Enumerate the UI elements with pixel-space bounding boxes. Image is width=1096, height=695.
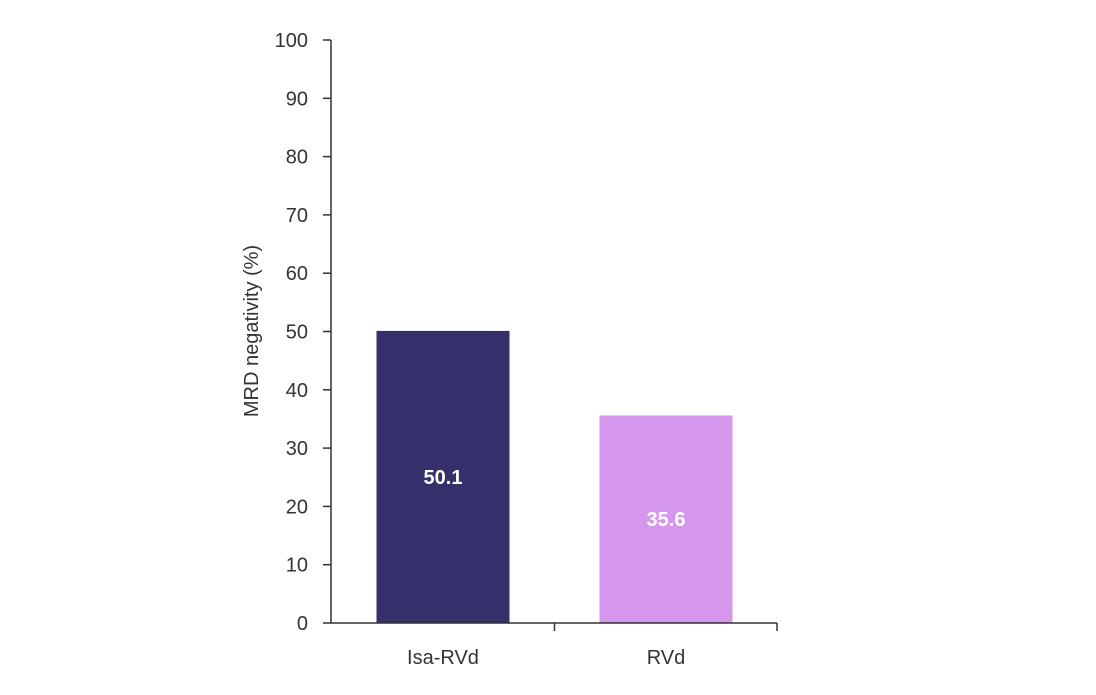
y-axis-title: MRD negativity (%) bbox=[241, 245, 263, 417]
bar-value-label: 35.6 bbox=[647, 509, 686, 531]
y-tick-label: 40 bbox=[286, 380, 308, 402]
x-category-label: RVd bbox=[647, 647, 686, 669]
y-tick-label: 90 bbox=[286, 88, 308, 110]
y-tick-label: 10 bbox=[286, 555, 308, 577]
y-tick-label: 60 bbox=[286, 263, 308, 285]
bar-isa-rvd bbox=[376, 330, 510, 623]
bar-rvd bbox=[599, 415, 733, 623]
x-category-label: Isa-RVd bbox=[407, 647, 479, 669]
x-axis: Isa-RVd RVd bbox=[331, 622, 778, 669]
y-tick-label: 80 bbox=[286, 147, 308, 169]
bars-group: 50.1 35.6 bbox=[376, 330, 733, 623]
y-tick-label: 100 bbox=[275, 30, 308, 52]
y-axis: 0 10 20 30 40 50 60 70 80 90 100 bbox=[275, 30, 332, 635]
y-tick-label: 30 bbox=[286, 438, 308, 460]
y-tick-label: 0 bbox=[297, 613, 308, 635]
y-tick-label: 50 bbox=[286, 322, 308, 344]
bar-value-label: 50.1 bbox=[424, 467, 463, 489]
y-tick-label: 70 bbox=[286, 205, 308, 227]
y-tick-label: 20 bbox=[286, 496, 308, 518]
